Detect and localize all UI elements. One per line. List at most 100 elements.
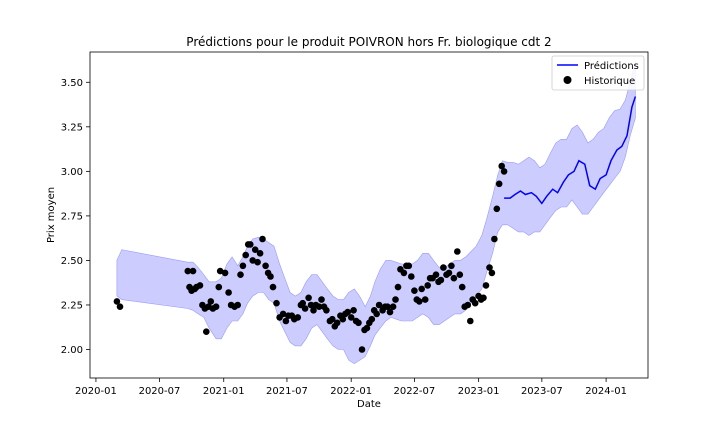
history-point bbox=[333, 319, 341, 327]
history-point bbox=[347, 314, 355, 321]
x-tick-label: 2021-01 bbox=[203, 386, 245, 397]
history-point bbox=[307, 301, 315, 309]
y-tick-label: 2.50 bbox=[61, 256, 83, 267]
history-point bbox=[458, 283, 466, 291]
prediction-line bbox=[504, 96, 637, 205]
history-point bbox=[498, 162, 506, 170]
history-point bbox=[440, 264, 447, 271]
history-point bbox=[267, 273, 274, 280]
y-axis: 2.00 2.25 2.50 2.75 3.00 3.25 3.50 bbox=[61, 78, 90, 356]
x-tick-label: 2020-07 bbox=[139, 386, 181, 397]
history-point bbox=[269, 283, 277, 291]
y-tick-label: 3.00 bbox=[61, 167, 83, 178]
history-point bbox=[239, 262, 247, 270]
history-point bbox=[358, 346, 366, 353]
history-point bbox=[318, 296, 325, 303]
history-point bbox=[386, 308, 394, 316]
history-point bbox=[113, 298, 121, 305]
history-point bbox=[323, 307, 330, 314]
history-point bbox=[203, 328, 210, 336]
history-point bbox=[299, 299, 307, 307]
history-point bbox=[329, 315, 336, 323]
history-point bbox=[237, 271, 244, 279]
history-point bbox=[454, 248, 461, 255]
history-point bbox=[251, 246, 259, 253]
history-point bbox=[500, 168, 508, 175]
history-point bbox=[486, 264, 493, 271]
history-point bbox=[196, 282, 204, 289]
history-point bbox=[450, 274, 458, 282]
chart-title: Prédictions pour le produit POIVRON hors… bbox=[186, 35, 551, 49]
history-point bbox=[207, 298, 215, 305]
x-tick-label: 2022-01 bbox=[330, 386, 372, 397]
history-point bbox=[445, 269, 453, 277]
history-point bbox=[411, 287, 418, 295]
y-tick-label: 3.25 bbox=[61, 122, 83, 133]
history-point bbox=[273, 299, 280, 307]
legend-history-label: Historique bbox=[584, 76, 635, 87]
history-point bbox=[363, 324, 371, 332]
history-point bbox=[344, 308, 352, 316]
history-point bbox=[437, 276, 445, 284]
history-point bbox=[184, 267, 192, 275]
history-point bbox=[482, 282, 490, 289]
history-point bbox=[432, 271, 440, 279]
history-point bbox=[375, 301, 383, 309]
legend-history-swatch bbox=[563, 76, 572, 84]
history-point bbox=[355, 319, 362, 327]
x-axis-label: Date bbox=[357, 399, 381, 410]
history-point bbox=[448, 262, 455, 270]
history-point bbox=[259, 235, 266, 243]
history-point bbox=[368, 315, 376, 323]
history-point bbox=[480, 294, 487, 302]
history-point bbox=[488, 269, 496, 277]
history-points bbox=[113, 162, 508, 353]
history-point bbox=[234, 301, 241, 309]
history-point bbox=[339, 315, 347, 323]
history-point bbox=[215, 283, 223, 291]
legend: Prédictions Historique bbox=[551, 55, 645, 91]
history-point bbox=[221, 269, 229, 277]
history-point bbox=[389, 303, 397, 311]
history-point bbox=[373, 310, 381, 318]
history-point bbox=[392, 296, 399, 303]
history-point bbox=[456, 271, 464, 279]
history-point bbox=[408, 273, 415, 280]
history-point bbox=[225, 289, 232, 296]
history-point bbox=[464, 301, 472, 309]
history-point bbox=[400, 269, 408, 277]
x-axis: 2020-01 2020-07 2021-01 2021-07 2022-01 2022-… bbox=[75, 378, 627, 397]
history-point bbox=[424, 282, 432, 289]
x-tick-label: 2022-07 bbox=[393, 386, 435, 397]
x-tick-label: 2021-07 bbox=[266, 386, 308, 397]
history-point bbox=[493, 205, 501, 213]
plot-area bbox=[113, 60, 637, 365]
y-tick-label: 2.75 bbox=[61, 211, 83, 222]
history-point bbox=[189, 267, 197, 275]
history-point bbox=[116, 303, 124, 311]
history-point bbox=[491, 235, 498, 243]
history-point bbox=[384, 303, 391, 311]
y-tick-label: 2.00 bbox=[61, 345, 83, 356]
history-point bbox=[471, 299, 479, 307]
history-point bbox=[242, 251, 249, 259]
legend-prediction-label: Prédictions bbox=[584, 60, 639, 72]
x-tick-label: 2020-01 bbox=[75, 386, 117, 397]
history-point bbox=[418, 285, 426, 293]
history-point bbox=[262, 262, 269, 270]
history-point bbox=[350, 307, 357, 314]
history-point bbox=[315, 303, 323, 311]
history-point bbox=[495, 180, 503, 188]
x-tick-label: 2024-01 bbox=[585, 386, 627, 397]
y-tick-label: 3.50 bbox=[61, 78, 83, 89]
history-point bbox=[254, 258, 261, 266]
history-point bbox=[256, 250, 264, 257]
x-tick-label: 2023-01 bbox=[458, 386, 500, 397]
y-tick-label: 2.25 bbox=[61, 300, 83, 311]
history-point bbox=[467, 317, 474, 325]
history-point bbox=[305, 294, 312, 302]
history-point bbox=[301, 305, 309, 312]
history-point bbox=[310, 307, 317, 314]
history-point bbox=[212, 303, 220, 311]
